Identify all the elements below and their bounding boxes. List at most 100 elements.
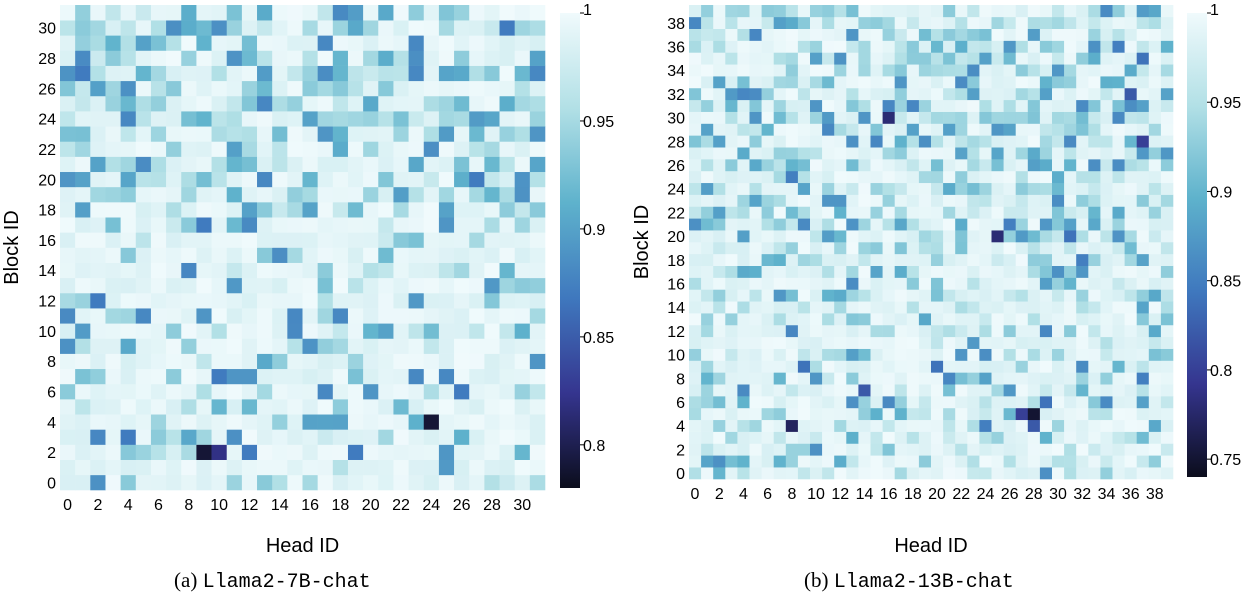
heatmap-cell xyxy=(785,301,799,314)
heatmap-cell xyxy=(931,76,944,89)
heatmap-cell xyxy=(484,338,500,354)
heatmap-cell xyxy=(773,289,787,302)
heatmap-cell xyxy=(1003,407,1016,421)
heatmap-cell xyxy=(701,28,714,41)
heatmap-cell xyxy=(1136,218,1150,231)
heatmap-cell xyxy=(761,277,774,290)
heatmap-cell xyxy=(846,360,859,373)
heatmap-cell xyxy=(1003,289,1016,302)
heatmap-cell xyxy=(1039,230,1053,243)
heatmap-cell xyxy=(105,80,121,97)
heatmap-cell xyxy=(906,265,920,278)
heatmap-cell xyxy=(1148,28,1162,41)
heatmap-cell xyxy=(918,99,932,112)
heatmap-cell xyxy=(75,20,91,36)
heatmap-cell xyxy=(979,147,992,160)
heatmap-cell xyxy=(991,384,1004,397)
heatmap-cell xyxy=(150,262,167,279)
heatmap-cell xyxy=(105,414,121,430)
heatmap-cell xyxy=(423,111,440,127)
heatmap-cell xyxy=(1088,218,1101,231)
heatmap-cell xyxy=(150,429,167,445)
heatmap-cell xyxy=(991,194,1004,207)
heatmap-cell xyxy=(1148,230,1162,243)
heatmap-cell xyxy=(423,5,440,21)
heatmap-cell xyxy=(1136,431,1150,444)
heatmap-cell xyxy=(870,28,883,41)
heatmap-cell xyxy=(393,232,409,248)
heatmap-cell xyxy=(272,50,288,66)
heatmap-cell xyxy=(211,474,228,491)
heatmap-cell xyxy=(991,277,1004,290)
heatmap-cell xyxy=(943,111,956,124)
heatmap-cell xyxy=(1112,40,1125,53)
heatmap-cell xyxy=(761,135,774,148)
heatmap-cell xyxy=(150,65,167,82)
heatmap-cell xyxy=(90,414,106,430)
heatmap-cell xyxy=(773,135,787,148)
heatmap-cell xyxy=(785,443,799,456)
heatmap-cell xyxy=(882,40,895,53)
heatmap-cell xyxy=(931,16,944,29)
heatmap-cell xyxy=(1027,135,1041,148)
heatmap-cell xyxy=(484,262,500,279)
heatmap-cell xyxy=(1027,396,1041,409)
heatmap-cell xyxy=(272,80,288,97)
heatmap-cell xyxy=(363,247,379,263)
heatmap-cell xyxy=(967,218,980,231)
heatmap-cell xyxy=(287,156,303,173)
heatmap-cell xyxy=(749,384,762,397)
heatmap-cell xyxy=(438,474,455,491)
heatmap-cell xyxy=(423,247,440,263)
heatmap-cell xyxy=(1160,242,1174,255)
heatmap-cell xyxy=(931,40,944,53)
heatmap-cell xyxy=(749,455,762,468)
heatmap-cell xyxy=(484,126,500,142)
heatmap-cell xyxy=(846,313,859,326)
heatmap-cell xyxy=(332,338,349,354)
y-tick-label: 24 xyxy=(667,182,685,199)
heatmap-cell xyxy=(810,467,823,480)
heatmap-cell xyxy=(918,5,932,18)
y-tick-label: 16 xyxy=(38,233,56,250)
heatmap-cell xyxy=(105,5,121,21)
heatmap-cell xyxy=(90,95,106,112)
heatmap-cell xyxy=(1003,52,1016,65)
heatmap-cell xyxy=(785,99,799,112)
heatmap-cell xyxy=(1136,159,1150,172)
heatmap-cell xyxy=(75,247,91,263)
heatmap-cell xyxy=(499,111,515,127)
heatmap-cell xyxy=(991,396,1004,409)
heatmap-cell xyxy=(272,171,288,188)
heatmap-cell xyxy=(1039,182,1053,195)
heatmap-cell xyxy=(196,353,212,370)
heatmap-cell xyxy=(1088,289,1101,302)
heatmap-cell xyxy=(1027,206,1041,219)
heatmap-cell xyxy=(1112,360,1125,373)
heatmap-cell xyxy=(725,170,738,184)
heatmap-cell xyxy=(713,301,726,314)
heatmap-cell xyxy=(931,467,944,480)
heatmap-cell xyxy=(257,50,273,66)
heatmap-cell xyxy=(181,308,197,324)
heatmap-cell xyxy=(196,65,212,82)
heatmap-cell xyxy=(822,64,835,77)
heatmap-cell xyxy=(785,277,799,290)
heatmap-cell xyxy=(226,156,243,173)
heatmap-cell xyxy=(287,383,303,400)
heatmap-cell xyxy=(991,230,1004,243)
heatmap-cell xyxy=(943,455,956,468)
heatmap-cell xyxy=(1003,5,1016,18)
caption-a-model: Llama2-7B-chat xyxy=(202,571,371,594)
heatmap-cell xyxy=(150,186,167,203)
heatmap-cell xyxy=(499,414,515,430)
heatmap-cell xyxy=(846,52,859,65)
heatmap-cell xyxy=(1088,467,1101,480)
heatmap-cell xyxy=(347,292,364,309)
heatmap-cell xyxy=(135,444,152,460)
heatmap-cell xyxy=(363,95,379,112)
heatmap-cell xyxy=(773,348,787,361)
heatmap-cell xyxy=(858,159,871,172)
heatmap-cell xyxy=(347,65,364,82)
heatmap-cell xyxy=(967,396,980,409)
